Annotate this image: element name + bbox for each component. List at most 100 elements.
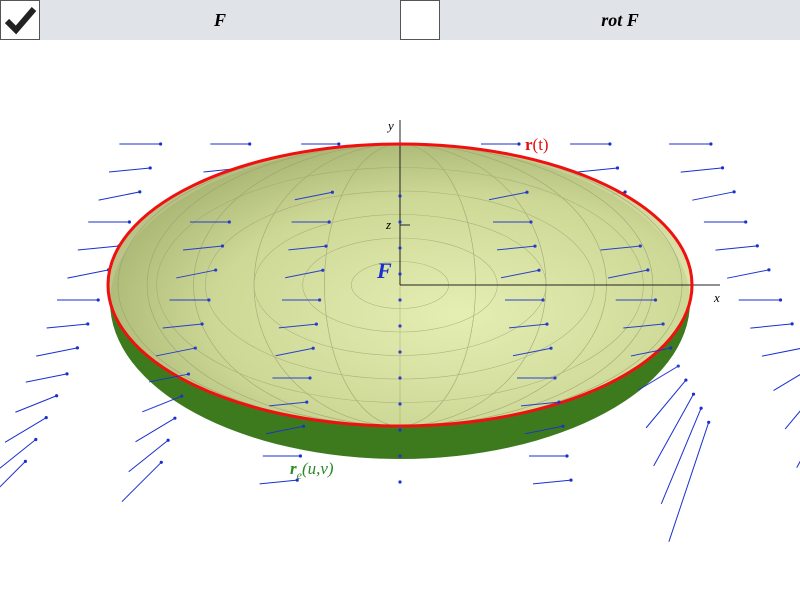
field-arrow (259, 479, 298, 485)
field-arrow (784, 410, 800, 430)
field-arrow (278, 323, 317, 329)
arrow-head (676, 364, 680, 368)
arrow-head (23, 459, 27, 463)
arrow-head (324, 244, 328, 248)
field-arrow (46, 323, 88, 329)
curve (106, 142, 694, 428)
arrow-head (767, 268, 771, 272)
toggle-label[interactable]: F (213, 10, 226, 30)
arrow-head (398, 376, 402, 380)
field-arrow (660, 408, 702, 504)
field-arrow (98, 191, 140, 201)
field-arrow (275, 347, 314, 357)
arrow-head (173, 416, 177, 420)
arrow-head (549, 346, 553, 350)
arrow-head (398, 272, 402, 276)
field-arrow (715, 245, 758, 251)
surface-args: (u,v) (302, 459, 334, 478)
arrow-head (75, 346, 79, 350)
arrow-head (398, 350, 402, 354)
arrow-head (744, 220, 748, 224)
field-arrow (773, 374, 800, 391)
arrow-head (180, 394, 184, 398)
arrow-head (517, 142, 521, 146)
arrow-head (337, 142, 341, 146)
field-arrow (108, 167, 151, 173)
arrow-head (166, 438, 170, 442)
arrow-head (314, 322, 318, 326)
arrow-head (398, 194, 402, 198)
field-arrow (15, 395, 57, 413)
field-arrow (577, 167, 618, 173)
arrow-head (302, 424, 306, 428)
arrow-head (127, 220, 131, 224)
arrow-head (398, 428, 402, 432)
arrow-head (398, 402, 402, 406)
arrow-head (529, 220, 533, 224)
arrow-head (159, 460, 163, 464)
checkbox[interactable] (0, 0, 40, 40)
arrow-head (327, 220, 331, 224)
field-arrow (512, 347, 552, 357)
field-arrow (67, 269, 109, 279)
field-arrow (176, 269, 216, 279)
arrow-head (541, 298, 545, 302)
surface-label: re(u,v) (290, 459, 334, 482)
arrow-head (533, 244, 537, 248)
axis-label: y (386, 118, 394, 133)
arrow-head (691, 392, 696, 396)
field-arrow (653, 393, 694, 467)
curve-symbol: r (525, 135, 533, 154)
arrow-head (318, 298, 322, 302)
curve-label: r(t) (525, 135, 549, 154)
field-arrow (500, 269, 540, 279)
arrow-head (732, 190, 736, 194)
field-label: F (376, 258, 392, 283)
toolbar: F rot F (0, 0, 800, 40)
plot: y x z F r(t) re(u,v) (0, 118, 800, 542)
arrow-head (653, 298, 658, 302)
field-arrow (668, 422, 710, 542)
arrow-head (545, 322, 549, 326)
arrow-head (623, 190, 627, 194)
arrow-head (684, 378, 688, 382)
arrow-head (646, 268, 650, 272)
arrow-head (709, 142, 713, 146)
arrow-head (398, 324, 402, 328)
surface-symbol: r (290, 459, 297, 478)
field-arrow (630, 347, 671, 357)
field-front (142, 190, 680, 458)
field-arrow (524, 425, 564, 435)
arrow-head (159, 142, 163, 146)
field-arrow (761, 348, 800, 357)
arrow-head (525, 190, 529, 194)
field-arrow (727, 269, 769, 279)
arrow-head (669, 346, 673, 350)
axis-label: z (385, 217, 391, 232)
arrow-head (569, 478, 573, 482)
arrow-head (138, 190, 142, 194)
arrow-head (193, 346, 197, 350)
arrow-head (608, 142, 612, 146)
field-arrow (638, 365, 679, 391)
field-arrow (183, 245, 223, 251)
arrow-head (398, 220, 402, 224)
surface-subscript: e (297, 468, 303, 482)
arrow-head (321, 268, 325, 272)
field-arrow (623, 323, 664, 329)
arrow-head (699, 406, 703, 410)
field-arrow (0, 439, 37, 469)
arrow-head (615, 166, 620, 170)
field-arrow (25, 373, 68, 383)
arrow-head (557, 400, 561, 404)
toggle-label[interactable]: rot F (601, 10, 639, 30)
arrow-head (207, 298, 211, 302)
arrow-head (214, 268, 218, 272)
arrow-head (44, 416, 48, 420)
arrow-head (34, 437, 38, 442)
arrow-head (398, 480, 402, 484)
field-arrow (155, 347, 196, 357)
arrow-head (65, 372, 69, 376)
checkbox[interactable] (400, 0, 440, 40)
